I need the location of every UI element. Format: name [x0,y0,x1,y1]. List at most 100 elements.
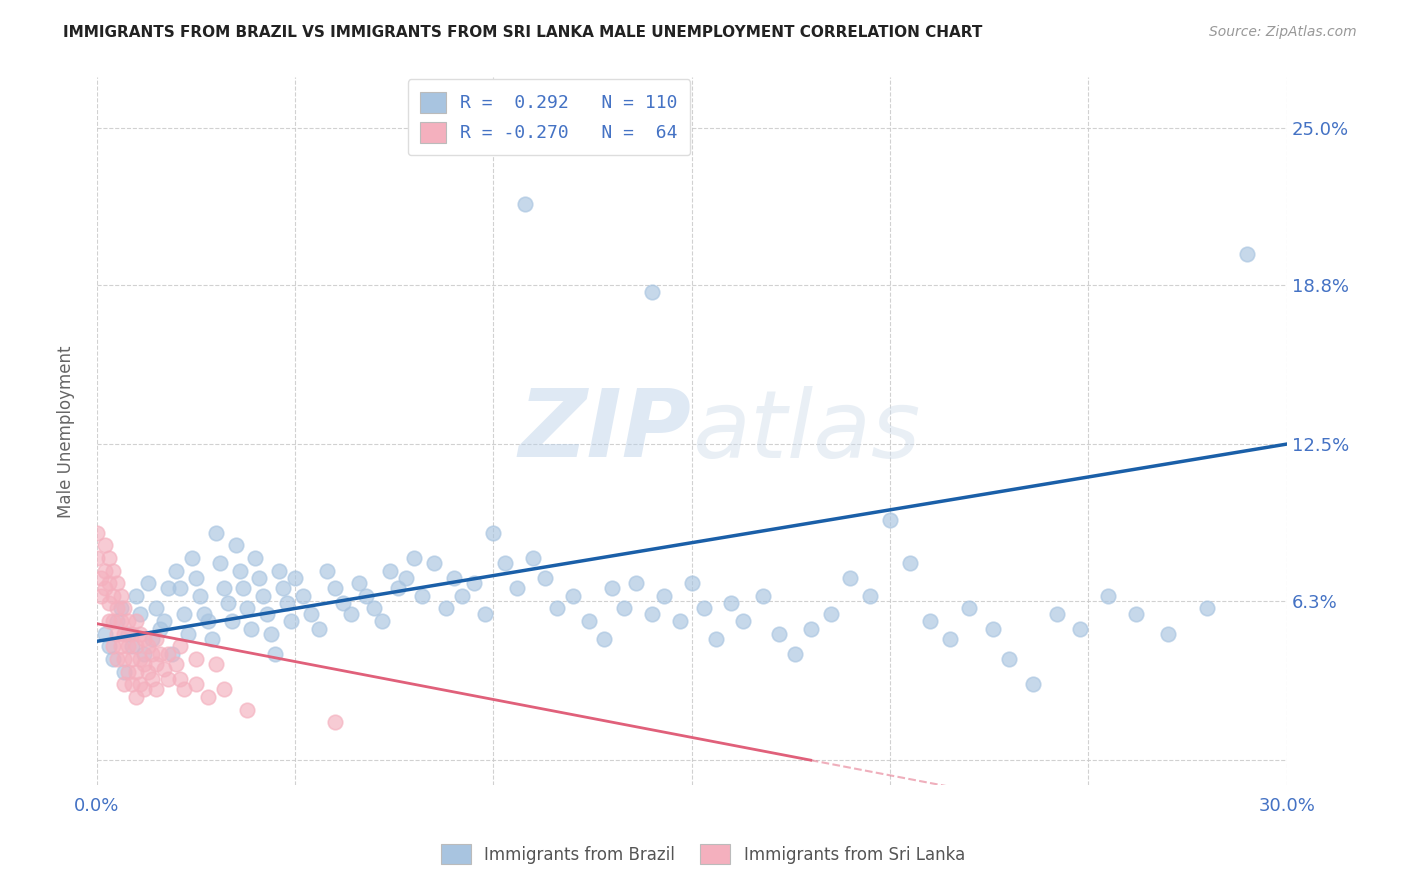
Point [506,581,529,595]
Point [692,601,714,615]
Point [184,571,207,585]
Point [157,672,180,686]
Point [145,682,167,697]
Point [602,581,624,595]
Point [1097,589,1119,603]
Point [783,647,806,661]
Point [145,601,167,615]
Legend: Immigrants from Brazil, Immigrants from Sri Lanka: Immigrants from Brazil, Immigrants from … [434,838,972,871]
Point [256,607,278,621]
Point [423,556,446,570]
Point [90,571,112,585]
Point [859,589,882,603]
Point [173,682,195,697]
Point [105,626,128,640]
Point [363,601,385,615]
Point [121,626,143,640]
Point [93,564,115,578]
Point [733,614,755,628]
Point [145,657,167,671]
Point [323,581,346,595]
Point [534,571,557,585]
Point [117,665,139,679]
Point [149,622,172,636]
Y-axis label: Male Unemployment: Male Unemployment [58,345,75,517]
Point [180,550,202,565]
Point [101,652,124,666]
Point [768,626,790,640]
Point [315,564,337,578]
Point [212,581,235,595]
Point [482,525,505,540]
Point [704,632,727,646]
Point [97,614,120,628]
Point [114,652,136,666]
Point [387,581,409,595]
Point [522,550,544,565]
Point [134,657,156,671]
Point [720,596,742,610]
Point [165,657,187,671]
Point [879,513,901,527]
Point [681,576,703,591]
Point [494,556,516,570]
Point [114,665,136,679]
Point [613,601,636,615]
Point [957,601,980,615]
Point [291,589,314,603]
Point [136,640,159,654]
Point [121,652,143,666]
Point [105,614,128,628]
Point [110,640,132,654]
Point [141,632,163,646]
Point [998,652,1021,666]
Point [411,589,433,603]
Point [280,614,302,628]
Point [121,640,143,654]
Point [236,601,259,615]
Point [97,596,120,610]
Point [105,601,128,615]
Point [800,622,823,636]
Point [308,622,330,636]
Point [93,581,115,595]
Text: IMMIGRANTS FROM BRAZIL VS IMMIGRANTS FROM SRI LANKA MALE UNEMPLOYMENT CORRELATIO: IMMIGRANTS FROM BRAZIL VS IMMIGRANTS FRO… [63,25,983,40]
Point [546,601,568,615]
Point [820,607,842,621]
Point [125,640,148,654]
Point [1197,601,1219,615]
Point [938,632,960,646]
Point [184,652,207,666]
Point [134,682,156,697]
Point [641,285,664,300]
Point [212,682,235,697]
Point [153,662,176,676]
Point [134,632,156,646]
Point [356,589,378,603]
Point [97,576,120,591]
Point [450,589,472,603]
Point [184,677,207,691]
Point [217,596,239,610]
Point [201,632,224,646]
Point [136,665,159,679]
Point [1236,247,1258,261]
Point [434,601,457,615]
Point [141,647,163,661]
Point [252,589,274,603]
Point [86,550,108,565]
Text: atlas: atlas [692,386,920,477]
Point [271,581,294,595]
Point [110,614,132,628]
Point [245,550,267,565]
Point [117,614,139,628]
Point [561,589,583,603]
Point [204,657,226,671]
Point [125,589,148,603]
Point [260,626,283,640]
Point [136,576,159,591]
Point [101,589,124,603]
Point [101,614,124,628]
Point [395,571,418,585]
Point [276,596,298,610]
